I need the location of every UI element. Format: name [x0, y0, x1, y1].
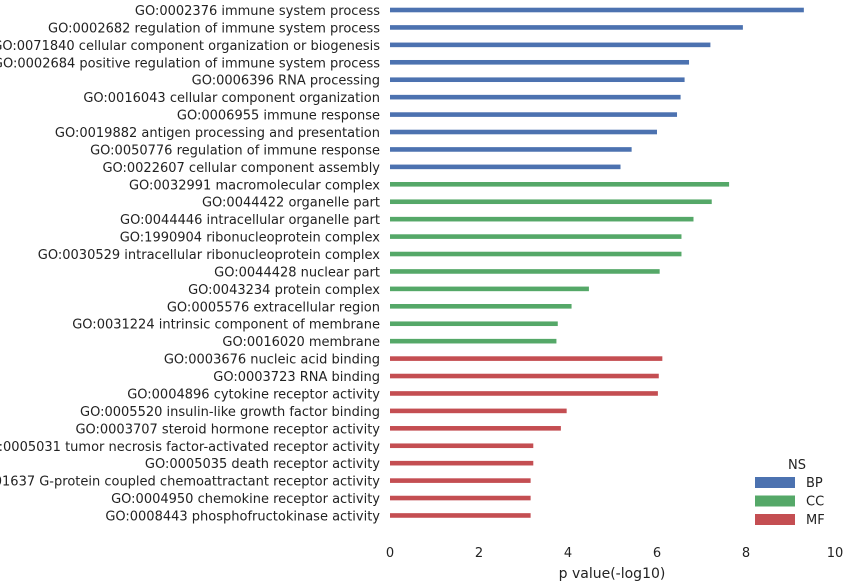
bar-28 — [390, 478, 531, 483]
bar-5 — [390, 77, 685, 83]
category-label-8: GO:0019882 antigen processing and presen… — [55, 126, 380, 141]
category-label-12: GO:0044422 organelle part — [202, 196, 380, 211]
bar-22 — [390, 373, 659, 379]
category-label-22: GO:0003723 RNA binding — [213, 370, 380, 385]
bar-16 — [390, 269, 660, 274]
category-label-26: GO:0005031 tumor necrosis factor-activat… — [0, 440, 380, 455]
bar-11 — [390, 182, 730, 187]
bar-29 — [390, 495, 531, 501]
bars-group — [390, 7, 804, 518]
x-tick-label-4: 4 — [564, 546, 572, 561]
x-axis-ticks: 0 2 4 6 8 10 — [386, 546, 843, 561]
category-label-3: GO:0071840 cellular component organizati… — [0, 39, 380, 54]
x-tick-label-10: 10 — [827, 546, 844, 561]
bar-13 — [390, 216, 694, 222]
category-label-11: GO:0032991 macromolecular complex — [129, 178, 380, 193]
legend-label-mf: MF — [806, 513, 825, 528]
legend-title: NS — [788, 458, 806, 473]
category-label-29: GO:0004950 chemokine receptor activity — [111, 492, 380, 507]
category-label-27: GO:0005035 death receptor activity — [145, 457, 380, 472]
category-label-20: GO:0016020 membrane — [222, 335, 380, 350]
category-label-28: GO:0001637 G-protein coupled chemoattrac… — [0, 475, 380, 490]
category-label-15: GO:0030529 intracellular ribonucleoprote… — [38, 248, 381, 263]
bar-27 — [390, 460, 534, 466]
legend-swatch-cc — [755, 495, 795, 507]
category-label-25: GO:0003707 steroid hormone receptor acti… — [75, 422, 380, 437]
legend-swatch-bp — [755, 477, 795, 488]
bar-8 — [390, 129, 657, 135]
x-tick-label-0: 0 — [386, 546, 394, 561]
bar-23 — [390, 391, 658, 396]
category-label-21: GO:0003676 nucleic acid binding — [164, 353, 380, 368]
bar-26 — [390, 443, 534, 449]
bar-10 — [390, 164, 621, 170]
bar-1 — [390, 7, 804, 13]
category-label-5: GO:0006396 RNA processing — [192, 74, 380, 89]
category-label-7: GO:0006955 immune response — [177, 109, 380, 124]
category-label-9: GO:0050776 regulation of immune response — [90, 143, 380, 158]
category-label-17: GO:0043234 protein complex — [188, 283, 380, 298]
bar-24 — [390, 408, 567, 414]
bar-30 — [390, 513, 531, 518]
bar-9 — [390, 147, 632, 152]
category-label-30: GO:0008443 phosphofructokinase activity — [105, 509, 380, 524]
bar-4 — [390, 59, 690, 65]
bar-17 — [390, 286, 589, 292]
bar-21 — [390, 356, 663, 361]
bar-12 — [390, 199, 712, 205]
bar-2 — [390, 25, 743, 30]
bar-3 — [390, 42, 711, 48]
category-label-6: GO:0016043 cellular component organizati… — [83, 91, 380, 106]
x-tick-label-2: 2 — [475, 546, 483, 561]
category-labels: GO:0002376 immune system process GO:00026… — [0, 4, 380, 524]
category-label-10: GO:0022607 cellular component assembly — [102, 161, 380, 176]
category-label-2: GO:0002682 regulation of immune system p… — [48, 21, 380, 36]
bar-6 — [390, 94, 681, 100]
category-label-13: GO:0044446 intracellular organelle part — [120, 213, 380, 228]
bar-19 — [390, 321, 558, 327]
bar-15 — [390, 251, 682, 257]
x-tick-label-6: 6 — [653, 546, 661, 561]
bar-14 — [390, 234, 682, 239]
category-label-19: GO:0031224 intrinsic component of membra… — [72, 318, 380, 333]
bar-18 — [390, 304, 572, 309]
x-axis-label: p value(-log10) — [559, 566, 666, 582]
legend: NS BP CC MF — [755, 458, 825, 528]
category-label-14: GO:1990904 ribonucleoprotein complex — [120, 231, 381, 246]
legend-label-cc: CC — [806, 495, 824, 510]
category-label-1: GO:0002376 immune system process — [135, 4, 380, 19]
bar-20 — [390, 338, 557, 344]
category-label-16: GO:0044428 nuclear part — [214, 265, 380, 280]
legend-label-bp: BP — [806, 476, 823, 491]
x-tick-label-8: 8 — [742, 546, 750, 561]
legend-swatch-mf — [755, 514, 795, 525]
category-label-24: GO:0005520 insulin-like growth factor bi… — [80, 405, 380, 420]
category-label-23: GO:0004896 cytokine receptor activity — [127, 387, 380, 402]
bar-7 — [390, 112, 678, 117]
bar-25 — [390, 426, 561, 431]
category-label-18: GO:0005576 extracellular region — [167, 300, 380, 315]
category-label-4: GO:0002684 positive regulation of immune… — [0, 56, 380, 71]
